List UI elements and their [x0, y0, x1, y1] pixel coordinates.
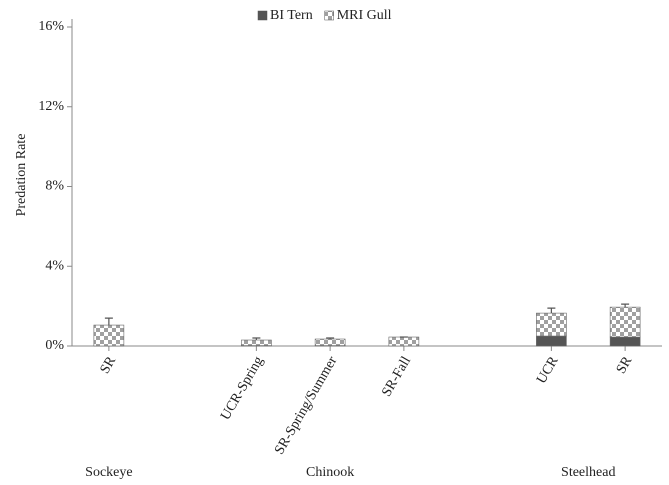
legend-label: MRI Gull: [337, 8, 392, 23]
group-label: Sockeye: [85, 465, 132, 480]
x-tick-label: SR: [614, 354, 636, 377]
legend-label: BI Tern: [270, 8, 313, 23]
error-bar: [104, 317, 113, 326]
error-bar: [547, 307, 556, 314]
legend-swatch: [257, 10, 268, 21]
y-tick-label: 12%: [38, 99, 64, 114]
x-tick-label: SR: [98, 354, 120, 377]
y-tick-label: 8%: [45, 179, 64, 194]
x-tick-label: SR-Spring/Summer: [272, 354, 340, 457]
bar-segment: [388, 336, 420, 347]
bar-segment: [609, 336, 641, 347]
bar-segment: [241, 339, 272, 346]
x-tick-label: SR-Fall: [379, 354, 414, 399]
group-label: Chinook: [306, 465, 354, 480]
x-tick-label: UCR-Spring: [218, 354, 266, 423]
bar-segment: [609, 306, 641, 338]
group-label: Steelhead: [561, 465, 615, 480]
bar-segment: [536, 312, 567, 337]
legend-swatch: [324, 10, 334, 21]
bar-segment: [93, 324, 125, 347]
bar-segment: [536, 335, 567, 347]
error-bar: [326, 337, 335, 340]
x-tick-label: UCR: [534, 354, 562, 387]
y-axis-label: Predation Rate: [14, 134, 29, 217]
bar-segment: [314, 338, 346, 346]
y-tick-label: 4%: [45, 258, 64, 273]
y-tick-label: 0%: [45, 338, 64, 353]
error-bar: [621, 303, 630, 308]
y-tick-label: 16%: [38, 19, 64, 34]
error-bar: [252, 337, 261, 341]
